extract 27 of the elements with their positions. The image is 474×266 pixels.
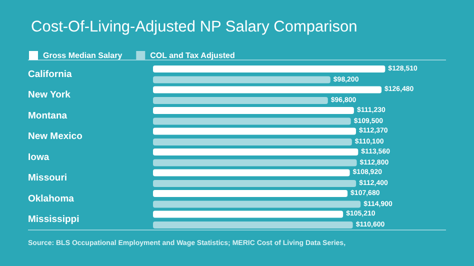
legend-label: COL and Tax Adjusted xyxy=(150,51,236,60)
y-tick-label: California xyxy=(28,68,73,80)
bar xyxy=(153,106,354,114)
bar xyxy=(153,159,357,166)
bar xyxy=(153,118,351,125)
bar xyxy=(153,210,344,218)
y-tick-label: Oklahoma xyxy=(28,193,75,204)
y-tick-label: Missouri xyxy=(28,172,68,184)
bar xyxy=(153,148,358,156)
legend-label: Gross Median Salary xyxy=(43,51,123,60)
chart-title: Cost-Of-Living-Adjusted NP Salary Comparison xyxy=(31,18,358,36)
bar xyxy=(153,76,330,84)
y-tick-label: Montana xyxy=(28,110,68,122)
y-tick-label: Iowa xyxy=(28,152,50,163)
y-tick-label: New Mexico xyxy=(28,131,83,142)
y-tick-label: Mississippi xyxy=(28,214,80,226)
bar xyxy=(153,169,350,176)
bar xyxy=(153,128,356,135)
bar xyxy=(153,180,356,188)
bar xyxy=(153,200,361,208)
bar xyxy=(153,138,352,146)
bar xyxy=(153,190,348,197)
bar xyxy=(153,97,328,104)
bar xyxy=(153,86,382,94)
bar xyxy=(153,65,386,72)
y-tick-label: New York xyxy=(28,90,72,101)
bar xyxy=(153,222,353,229)
